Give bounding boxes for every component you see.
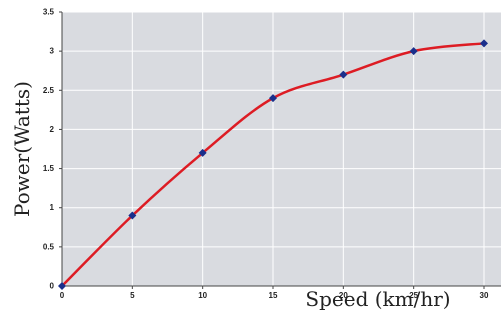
y-tick-label: 3 [50, 47, 55, 56]
series-layer [58, 39, 488, 290]
data-point-marker [198, 148, 207, 157]
y-tick-label: 3.5 [43, 8, 55, 17]
x-tick-label: 5 [130, 291, 135, 300]
y-tick-label: 2.5 [43, 86, 55, 95]
y-tick-layer: 0 0.5 1 1.5 2 2.5 3 3.5 [43, 8, 62, 291]
x-axis-title: Speed (km/hr) [305, 287, 450, 311]
y-tick-label: 0.5 [43, 242, 55, 251]
data-point-marker [58, 282, 66, 290]
grid-layer [61, 11, 501, 287]
y-tick-label: 2 [50, 125, 55, 134]
y-tick-label: 0 [50, 282, 55, 291]
plot-area [62, 12, 501, 286]
axis-layer [61, 12, 501, 287]
x-tick-label: 30 [480, 291, 489, 300]
data-point-marker [269, 94, 277, 103]
x-tick-label: 20 [339, 291, 348, 300]
x-tick-label: 0 [60, 291, 65, 300]
data-point-marker [480, 39, 488, 48]
x-tick-label: 10 [198, 291, 207, 300]
y-tick-label: 1 [50, 203, 55, 212]
x-tick-label: 25 [409, 291, 418, 300]
data-point-marker [128, 211, 137, 220]
y-tick-label: 1.5 [43, 164, 55, 173]
data-point-marker [339, 70, 348, 79]
x-tick-label: 15 [269, 291, 278, 300]
y-axis-title: Power(Watts) [10, 81, 34, 217]
data-point-marker [409, 47, 418, 56]
